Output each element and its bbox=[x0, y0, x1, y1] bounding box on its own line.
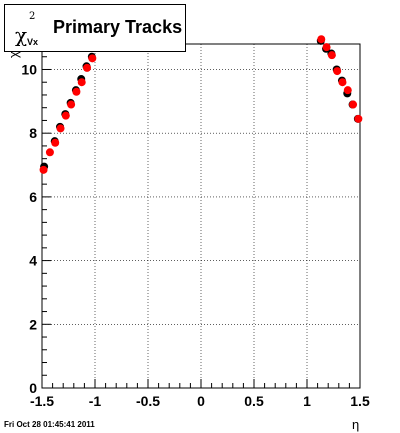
data-point-red bbox=[39, 165, 48, 174]
data-point-red bbox=[327, 51, 336, 60]
y-tick-label: 6 bbox=[29, 189, 37, 205]
data-point-red bbox=[343, 86, 352, 95]
data-point-red bbox=[77, 78, 86, 87]
chi-superscript: 2 bbox=[29, 11, 36, 22]
data-point-red bbox=[45, 148, 54, 157]
x-tick-label: -0.5 bbox=[136, 393, 160, 409]
data-point-red bbox=[317, 35, 326, 44]
y-tick-label: 2 bbox=[29, 316, 37, 332]
y-axis-label: χ² bbox=[6, 46, 21, 58]
data-point-red bbox=[51, 138, 60, 147]
chi-subscript: Vx bbox=[27, 37, 39, 47]
data-point-red bbox=[88, 54, 97, 63]
data-point-red bbox=[349, 100, 358, 109]
x-tick-label: 1 bbox=[303, 393, 311, 409]
chi-square-symbol: χ 2 Vx bbox=[13, 11, 49, 49]
x-tick-label: -1.5 bbox=[30, 393, 54, 409]
x-tick-label: 0.5 bbox=[244, 393, 264, 409]
y-tick-label: 10 bbox=[21, 61, 37, 77]
axes bbox=[41, 43, 361, 389]
grid-lines bbox=[41, 44, 361, 389]
data-point-red bbox=[83, 63, 92, 72]
data-point-red bbox=[72, 87, 81, 96]
data-point-red bbox=[67, 100, 76, 109]
y-tick-label: 4 bbox=[29, 253, 37, 269]
data-point-red bbox=[61, 111, 70, 120]
x-tick-label: 1.5 bbox=[350, 393, 370, 409]
x-tick-label: -1 bbox=[89, 393, 102, 409]
y-tick-label: 0 bbox=[29, 380, 37, 396]
data-point-red bbox=[354, 114, 363, 123]
data-point-red bbox=[333, 67, 342, 76]
chi-symbol: χ bbox=[15, 23, 28, 47]
data-point-red bbox=[322, 43, 331, 52]
chart-title: Primary Tracks bbox=[53, 17, 183, 37]
legend-box: χ 2 Vx Primary Tracks bbox=[4, 4, 186, 52]
data-points bbox=[39, 35, 363, 174]
x-tick-label: 0 bbox=[197, 393, 205, 409]
y-tick-label: 8 bbox=[29, 125, 37, 141]
x-axis-label: η bbox=[352, 417, 359, 432]
tick-labels: -1.5 -1 -0.5 0 0.5 1 1.5 0 2 4 6 8 10 bbox=[21, 61, 370, 409]
timestamp-footer: Fri Oct 28 01:45:41 2011 bbox=[4, 420, 95, 429]
data-point-red bbox=[338, 78, 347, 87]
data-point-red bbox=[56, 124, 65, 133]
